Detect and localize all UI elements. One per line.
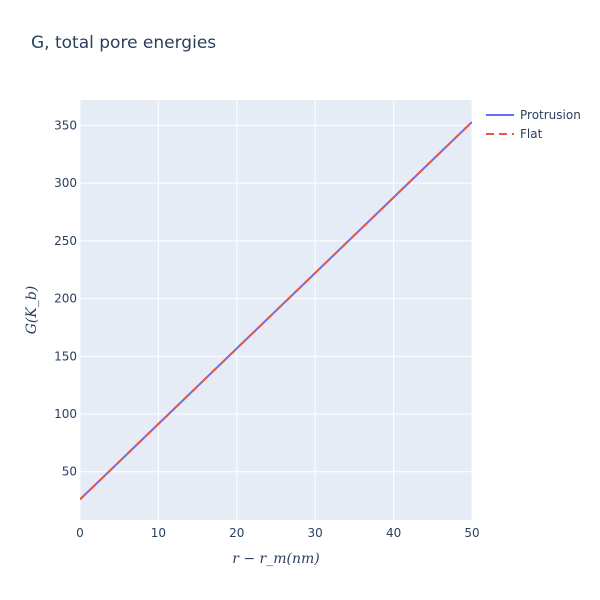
y-tick-label: 150 — [54, 349, 77, 363]
chart-title: G, total pore energies — [31, 33, 217, 53]
y-tick-label: 50 — [62, 465, 77, 479]
x-tick-label: 50 — [464, 526, 479, 540]
y-tick-label: 300 — [54, 176, 77, 190]
y-tick-label: 200 — [54, 292, 77, 306]
x-tick-label: 20 — [229, 526, 244, 540]
x-tick-label: 30 — [308, 526, 323, 540]
series-line-protrusion — [80, 121, 472, 501]
y-tick-label: 350 — [54, 118, 77, 132]
x-axis-title: r − r_m(nm) — [232, 551, 320, 567]
x-tick-label: 0 — [76, 526, 84, 540]
y-axis-title: G(K_b) — [24, 286, 40, 335]
y-tick-label: 100 — [54, 407, 77, 421]
legend-label-protrusion[interactable]: Protrusion — [520, 108, 581, 122]
x-tick-label: 10 — [151, 526, 166, 540]
legend-label-flat[interactable]: Flat — [520, 127, 543, 141]
y-tick-label: 250 — [54, 234, 77, 248]
x-tick-label: 40 — [386, 526, 401, 540]
